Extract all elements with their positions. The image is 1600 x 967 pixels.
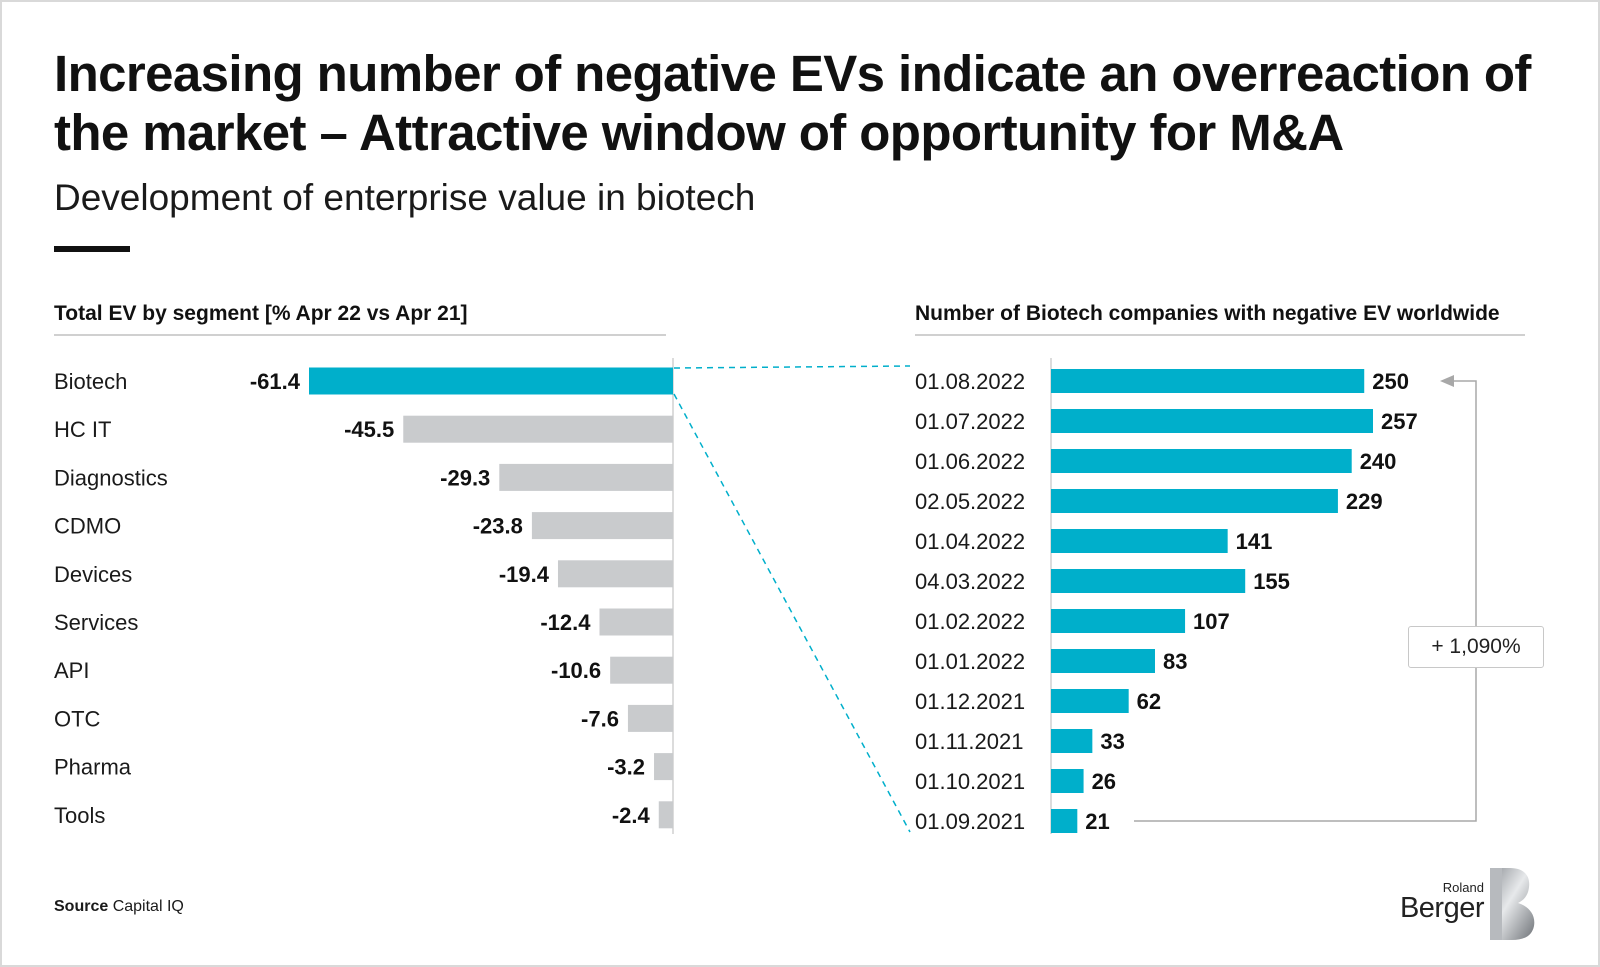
date-label-01-02-2022: 01.02.2022 [915,609,1025,634]
bar-01-08-2022 [1051,369,1365,393]
bar-01-06-2022 [1051,449,1352,473]
bar-02-05-2022 [1051,489,1338,513]
connector-top [673,365,911,369]
zoom-connector [673,365,911,833]
bar-tools [658,801,673,829]
right-bar-chart: 01.08.2022 250 01.07.2022 257 01.06.2022 240 0… [915,358,1418,834]
value-label-01-07-2022: 257 [1381,409,1418,434]
bar-01-02-2022 [1051,609,1186,633]
date-label-01-11-2021: 01.11.2021 [915,729,1023,754]
value-label-02-05-2022: 229 [1346,489,1383,514]
roland-berger-logo: Roland Berger [1396,868,1546,940]
category-label-otc: OTC [54,706,101,731]
bar-01-12-2021 [1051,689,1129,713]
bar-01-01-2022 [1051,649,1155,673]
bar-pharma [654,753,673,781]
title-underline [54,246,130,252]
logo-berger-text: Berger [1399,892,1485,924]
bar-01-07-2022 [1051,409,1373,433]
value-label-01-06-2022: 240 [1360,449,1397,474]
value-label-api: -10.6 [551,658,601,683]
left-bar-chart: Biotech -61.4 HC IT -45.5 Diagnostics -29.3 CD… [54,358,674,834]
bar-otc [627,704,673,732]
category-label-biotech: Biotech [54,369,127,394]
connector-bottom [673,393,911,833]
date-label-01-09-2021: 01.09.2021 [915,809,1025,834]
value-label-01-01-2022: 83 [1163,649,1187,674]
bracket-arrowhead [1440,375,1454,387]
value-label-01-08-2022: 250 [1372,369,1409,394]
date-label-01-04-2022: 01.04.2022 [915,529,1025,554]
left-chart-title-rule [54,334,666,336]
logo-b-mark [1490,868,1535,940]
category-label-hc-it: HC IT [54,417,111,442]
date-label-04-03-2022: 04.03.2022 [915,569,1025,594]
bar-services [599,608,673,636]
value-label-01-09-2021: 21 [1085,809,1109,834]
category-label-tools: Tools [54,803,105,828]
date-label-01-10-2021: 01.10.2021 [915,769,1025,794]
value-label-services: -12.4 [540,610,591,635]
category-label-devices: Devices [54,562,132,587]
category-label-diagnostics: Diagnostics [54,465,168,490]
bar-biotech [309,367,673,395]
right-chart-title-rule [915,334,1525,336]
bar-cdmo [531,512,673,540]
value-label-otc: -7.6 [581,706,619,731]
bracket-line [1134,380,1477,822]
source-label: Source [54,898,109,915]
value-label-devices: -19.4 [499,562,550,587]
date-label-01-01-2022: 01.01.2022 [915,649,1025,674]
left-chart-title: Total EV by segment [% Apr 22 vs Apr 21] [54,302,468,325]
bar-04-03-2022 [1051,569,1246,593]
bar-diagnostics [499,463,673,491]
date-label-02-05-2022: 02.05.2022 [915,489,1025,514]
date-label-01-06-2022: 01.06.2022 [915,449,1025,474]
value-label-01-02-2022: 107 [1193,609,1230,634]
value-label-pharma: -3.2 [607,755,645,780]
date-label-01-08-2022: 01.08.2022 [915,369,1025,394]
slide-subtitle: Development of enterprise value in biote… [54,177,756,218]
value-label-tools: -2.4 [612,803,651,828]
value-label-01-11-2021: 33 [1100,729,1124,754]
slide-title: Increasing number of negative EVs indica… [54,45,1531,161]
bar-devices [557,560,673,588]
logo-roland-text: Roland [1442,880,1484,895]
bar-01-04-2022 [1051,529,1228,553]
value-label-04-03-2022: 155 [1253,569,1290,594]
value-label-diagnostics: -29.3 [440,465,490,490]
right-chart-title: Number of Biotech companies with negativ… [915,302,1500,325]
growth-bracket [1134,375,1477,822]
category-label-pharma: Pharma [54,755,132,780]
bar-api [610,656,673,684]
value-label-01-04-2022: 141 [1236,529,1273,554]
category-label-cdmo: CDMO [54,514,121,539]
date-label-01-12-2021: 01.12.2021 [915,689,1025,714]
value-label-01-12-2021: 62 [1137,689,1161,714]
value-label-hc-it: -45.5 [344,417,394,442]
growth-annotation: + 1,090% [1408,626,1544,668]
bar-01-09-2021 [1051,809,1078,833]
bar-01-10-2021 [1051,769,1084,793]
category-label-api: API [54,658,89,683]
value-label-biotech: -61.4 [250,369,301,394]
bar-01-11-2021 [1051,729,1093,753]
source-text: Capital IQ [112,898,184,915]
value-label-01-10-2021: 26 [1092,769,1116,794]
bar-hc-it [403,415,673,443]
date-label-01-07-2022: 01.07.2022 [915,409,1025,434]
source-note: Source Capital IQ [54,898,184,916]
category-label-services: Services [54,610,138,635]
value-label-cdmo: -23.8 [473,514,523,539]
